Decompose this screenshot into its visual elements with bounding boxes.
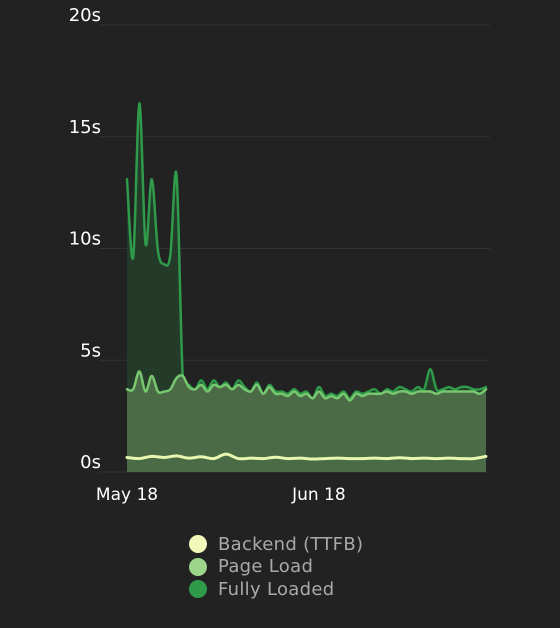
y-tick-label-3: 15s bbox=[69, 117, 101, 138]
legend-item-page-load[interactable]: Page Load bbox=[189, 556, 363, 579]
line-fully-loaded bbox=[125, 101, 488, 400]
legend-dot-backend bbox=[189, 535, 207, 554]
legend-label-backend: Backend (TTFB) bbox=[218, 533, 364, 555]
legend-dot-page-load bbox=[189, 557, 207, 576]
legend-item-backend[interactable]: Backend (TTFB) bbox=[189, 533, 363, 556]
legend-label-page-load: Page Load bbox=[218, 556, 314, 578]
legend-item-fully-loaded[interactable]: Fully Loaded bbox=[189, 578, 363, 601]
legend-dot-fully-loaded bbox=[189, 580, 207, 599]
legend: Backend (TTFB) Page Load Fully Loaded bbox=[189, 533, 363, 601]
y-tick-label-0: 0s bbox=[80, 452, 101, 473]
line-page-load bbox=[125, 370, 488, 402]
y-tick-label-2: 10s bbox=[69, 229, 101, 250]
legend-label-fully-loaded: Fully Loaded bbox=[218, 578, 335, 600]
x-tick-label-1: Jun 18 bbox=[291, 485, 346, 505]
line-backend-ttfb bbox=[125, 452, 488, 461]
y-tick-label-4: 20s bbox=[69, 5, 101, 26]
area-page-load bbox=[127, 371, 486, 472]
x-tick-label-0: May 18 bbox=[96, 485, 158, 505]
chart-svg: 0s 5s 10s 15s 20s May 18 Jun 18 bbox=[69, 5, 490, 505]
y-tick-label-1: 5s bbox=[80, 340, 101, 361]
